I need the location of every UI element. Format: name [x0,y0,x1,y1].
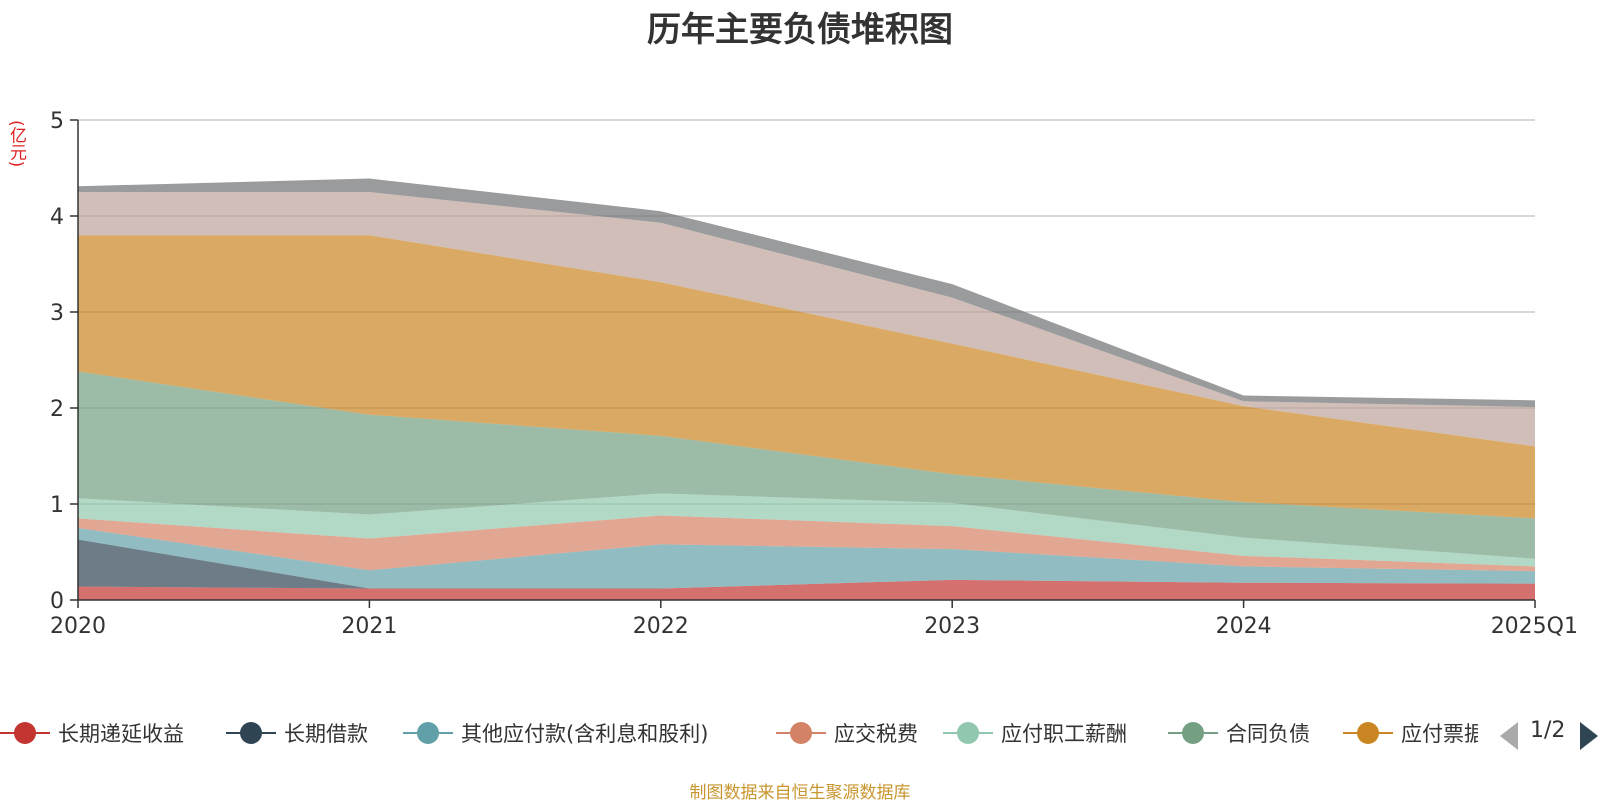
source-note: 制图数据来自恒生聚源数据库 [689,783,911,803]
legend-item[interactable]: 长期递延收益 [0,718,184,748]
y-tick-label: 5 [50,109,64,134]
area-series-6 [78,235,1535,519]
x-tick-label: 2021 [341,614,397,639]
y-tick-label: 3 [50,301,64,326]
legend-item[interactable]: 应付票据 [1343,718,1478,748]
legend-marker-icon [943,718,993,748]
area-series [78,178,1535,600]
legend-item[interactable]: 合同负债 [1168,718,1310,748]
y-tick-label: 2 [50,397,64,422]
legend-marker-icon [776,718,826,748]
area-series-3 [78,515,1535,572]
legend-item[interactable]: 其他应付款(含利息和股利) [403,718,708,748]
chart-title: 历年主要负债堆积图 [647,10,953,50]
stacked-area-chart: 0 1 2 3 4 5 2020 2021 2022 2023 2024 2025Q1 [50,109,1578,639]
legend-marker-icon [403,718,453,748]
axes [70,119,1536,608]
legend-items: 长期递延收益 长期借款 其他应付款(含利息和股利) 应交税费 应付职工薪酬 合同负债 应付票… [0,714,1478,754]
area-series-7 [78,192,1535,447]
x-tick-label: 2020 [50,614,106,639]
y-tick-label: 1 [50,493,64,518]
legend-marker-icon [1168,718,1218,748]
area-series-5 [78,371,1535,559]
x-tick-label: 2025Q1 [1491,614,1578,639]
legend-label: 长期借款 [284,722,368,746]
legend: 长期递延收益 长期借款 其他应付款(含利息和股利) 应交税费 应付职工薪酬 合同负债 应付票… [0,714,1600,754]
legend-label: 应付票据 [1401,722,1478,746]
legend-label: 应交税费 [834,722,918,746]
area-series-2 [78,528,1535,589]
area-series-0 [78,579,1535,600]
legend-label: 长期递延收益 [58,722,184,746]
y-axis-unit-label: (亿元) [6,120,26,168]
x-tick-label: 2023 [924,614,980,639]
area-series-4 [78,493,1535,567]
legend-next-page-icon[interactable] [1580,722,1598,750]
legend-prev-page-icon[interactable] [1500,722,1518,750]
legend-label: 其他应付款(含利息和股利) [461,722,709,746]
legend-page-indicator: 1/2 [1530,718,1566,743]
legend-label: 应付职工薪酬 [1001,722,1127,746]
legend-marker-icon [226,718,276,748]
x-tick-label: 2024 [1216,614,1272,639]
tick-labels: 0 1 2 3 4 5 2020 2021 2022 2023 2024 2025Q1 [50,109,1578,639]
legend-marker-icon [1343,718,1393,748]
area-series-1 [78,539,1535,589]
legend-item[interactable]: 应交税费 [776,718,918,748]
y-tick-label: 0 [50,589,64,614]
x-tick-label: 2022 [633,614,689,639]
legend-marker-icon [0,718,50,748]
legend-item[interactable]: 应付职工薪酬 [943,718,1127,748]
legend-item[interactable]: 长期借款 [226,718,368,748]
y-tick-label: 4 [50,205,64,230]
legend-label: 合同负债 [1226,722,1310,746]
